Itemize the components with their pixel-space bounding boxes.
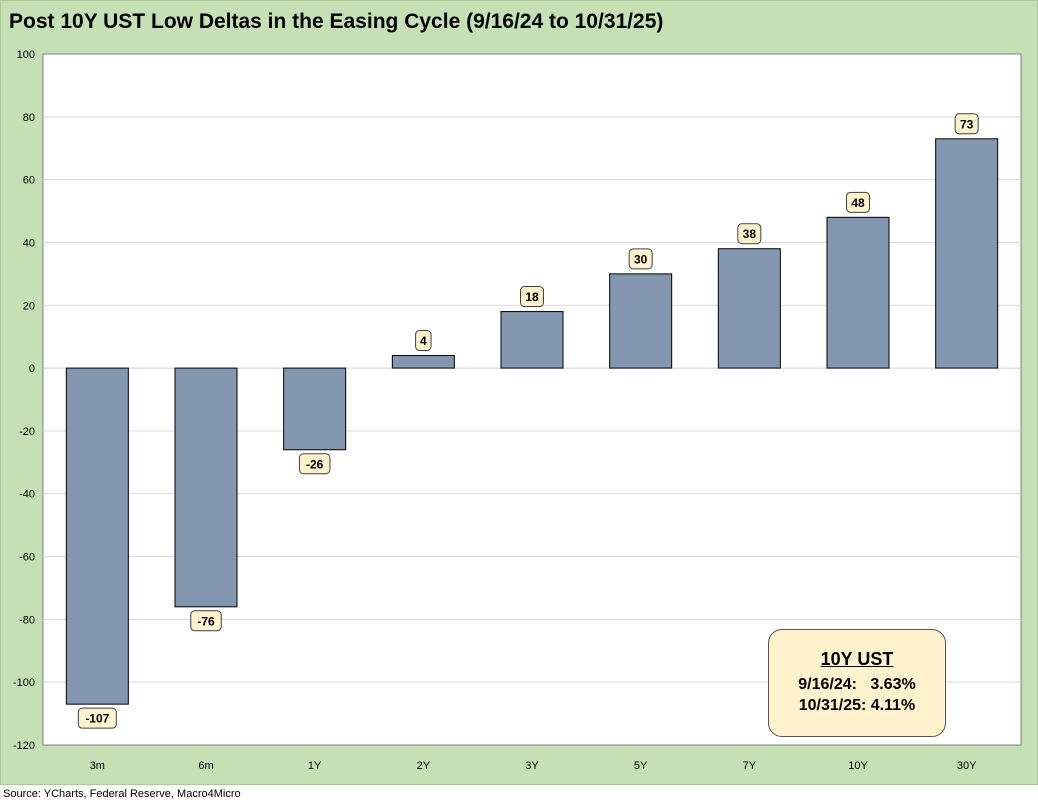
y-tick-label: 80	[23, 112, 35, 124]
x-axis-ticks: 3m 6m 1Y 2Y 3Y 5Y 7Y 10Y 30Y	[90, 760, 977, 772]
data-label-box	[520, 286, 544, 308]
y-tick-label: -20	[19, 426, 35, 438]
data-label-text: -26	[306, 457, 324, 471]
y-tick-label: 0	[29, 363, 35, 375]
bar-2Y	[391, 355, 455, 369]
y-tick-label: 40	[23, 237, 35, 249]
chart-title: Post 10Y UST Low Deltas in the Easing Cy…	[9, 10, 664, 33]
y-tick-label: -60	[19, 552, 35, 564]
bars	[65, 138, 999, 705]
data-label-box	[298, 453, 331, 475]
data-label-box	[954, 113, 979, 135]
data-label-box	[77, 707, 117, 729]
y-axis-ticks: 100 80 60 40 20 0 -20 -40 -60 -80 -100 -120	[13, 49, 35, 752]
data-label-10Y: 48	[846, 191, 870, 213]
data-labels: -107 -76 -26 4 18 30 38 48 73	[77, 113, 979, 729]
x-tick-label: 7Y	[743, 760, 757, 772]
data-label-text: 4	[420, 334, 427, 348]
data-label-box	[190, 610, 222, 632]
x-tick-label: 2Y	[417, 760, 431, 772]
bar-7Y	[717, 248, 781, 369]
bar-10Y	[826, 216, 890, 369]
data-label-text: 73	[960, 117, 974, 131]
x-tick-label: 3m	[90, 760, 105, 772]
data-label-text: -107	[85, 712, 109, 726]
data-label-text: 30	[634, 252, 648, 266]
y-tick-label: -40	[19, 489, 35, 501]
bar-5Y	[609, 273, 673, 369]
x-tick-label: 5Y	[634, 760, 648, 772]
info-box-title: 10Y UST	[820, 649, 894, 669]
bar-30Y	[935, 138, 999, 369]
bar-1Y	[283, 367, 347, 451]
source-note: Source: YCharts, Federal Reserve, Macro4…	[3, 788, 241, 800]
data-label-box	[737, 223, 762, 245]
y-tick-label: -80	[19, 614, 35, 626]
data-label-2Y: 4	[415, 330, 432, 352]
data-label-text: -76	[197, 614, 215, 628]
data-label-5Y: 30	[628, 248, 653, 270]
data-label-box	[415, 330, 432, 352]
y-tick-label: 20	[23, 300, 35, 312]
data-label-box	[846, 191, 870, 213]
x-tick-label: 6m	[198, 760, 213, 772]
x-tick-label: 3Y	[525, 760, 539, 772]
data-label-7Y: 38	[737, 223, 762, 245]
bar-3Y	[500, 311, 564, 369]
y-tick-label: 100	[17, 49, 35, 61]
data-label-3m: -107	[77, 707, 117, 729]
data-label-1Y: -26	[298, 453, 331, 475]
data-label-text: 38	[743, 227, 757, 241]
y-tick-label: -120	[13, 740, 35, 752]
info-box-row-start: 9/16/24: 3.63%	[798, 676, 916, 693]
x-tick-label: 10Y	[848, 760, 868, 772]
data-label-text: 48	[851, 196, 865, 210]
y-tick-label: -100	[13, 677, 35, 689]
data-label-text: 18	[525, 290, 539, 304]
data-label-3Y: 18	[520, 286, 544, 308]
info-box: 10Y UST 9/16/24: 3.63% 10/31/25: 4.11%	[768, 629, 946, 737]
data-label-6m: -76	[190, 610, 222, 632]
data-label-box	[628, 248, 653, 270]
data-label-30Y: 73	[954, 113, 979, 135]
y-tick-label: 60	[23, 175, 35, 187]
info-box-row-end: 10/31/25: 4.11%	[798, 697, 916, 714]
bar-3m	[65, 367, 129, 705]
x-tick-label: 30Y	[957, 760, 977, 772]
bar-6m	[174, 367, 238, 608]
x-tick-label: 1Y	[308, 760, 322, 772]
